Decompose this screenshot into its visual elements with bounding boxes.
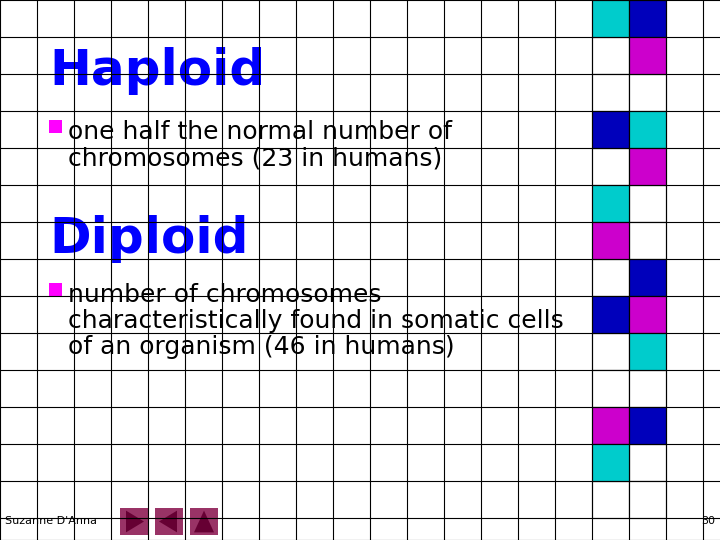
Bar — [190, 508, 218, 535]
Bar — [629, 111, 666, 148]
Bar — [592, 111, 629, 148]
Bar — [629, 370, 666, 407]
Text: chromosomes (23 in humans): chromosomes (23 in humans) — [68, 146, 442, 170]
Bar — [592, 222, 629, 259]
Bar — [629, 296, 666, 333]
Polygon shape — [194, 511, 214, 532]
Bar — [592, 185, 629, 222]
Bar — [629, 407, 666, 444]
Bar — [629, 259, 666, 296]
Bar — [629, 37, 666, 74]
Bar — [592, 333, 629, 370]
Bar — [0, 59, 37, 503]
Bar — [629, 222, 666, 259]
Bar — [629, 481, 666, 518]
Bar — [120, 508, 148, 535]
Bar — [629, 444, 666, 481]
Bar — [0, 0, 592, 37]
Bar — [592, 296, 629, 333]
Text: 30: 30 — [701, 516, 715, 526]
Bar — [592, 407, 629, 444]
Text: one half the normal number of: one half the normal number of — [68, 120, 452, 144]
Bar — [592, 0, 629, 37]
Text: Diploid: Diploid — [49, 214, 248, 262]
Text: Suzanne D'Anna: Suzanne D'Anna — [5, 516, 97, 526]
Bar — [592, 444, 629, 481]
Polygon shape — [126, 511, 144, 532]
Bar — [629, 0, 666, 37]
Bar — [592, 481, 629, 518]
Bar — [592, 74, 629, 111]
Bar — [592, 148, 629, 185]
Bar — [592, 37, 629, 74]
Text: number of chromosomes: number of chromosomes — [68, 283, 382, 307]
Bar — [592, 259, 629, 296]
Text: Haploid: Haploid — [49, 47, 265, 95]
Bar — [49, 283, 62, 296]
Polygon shape — [159, 511, 177, 532]
Bar — [0, 503, 720, 540]
Bar — [629, 148, 666, 185]
Text: of an organism (46 in humans): of an organism (46 in humans) — [68, 335, 454, 359]
Bar — [629, 185, 666, 222]
Bar — [629, 74, 666, 111]
Bar — [49, 120, 62, 133]
Text: characteristically found in somatic cells: characteristically found in somatic cell… — [68, 309, 564, 333]
Bar — [629, 333, 666, 370]
Bar — [37, 37, 592, 503]
Bar — [155, 508, 183, 535]
Bar — [592, 370, 629, 407]
